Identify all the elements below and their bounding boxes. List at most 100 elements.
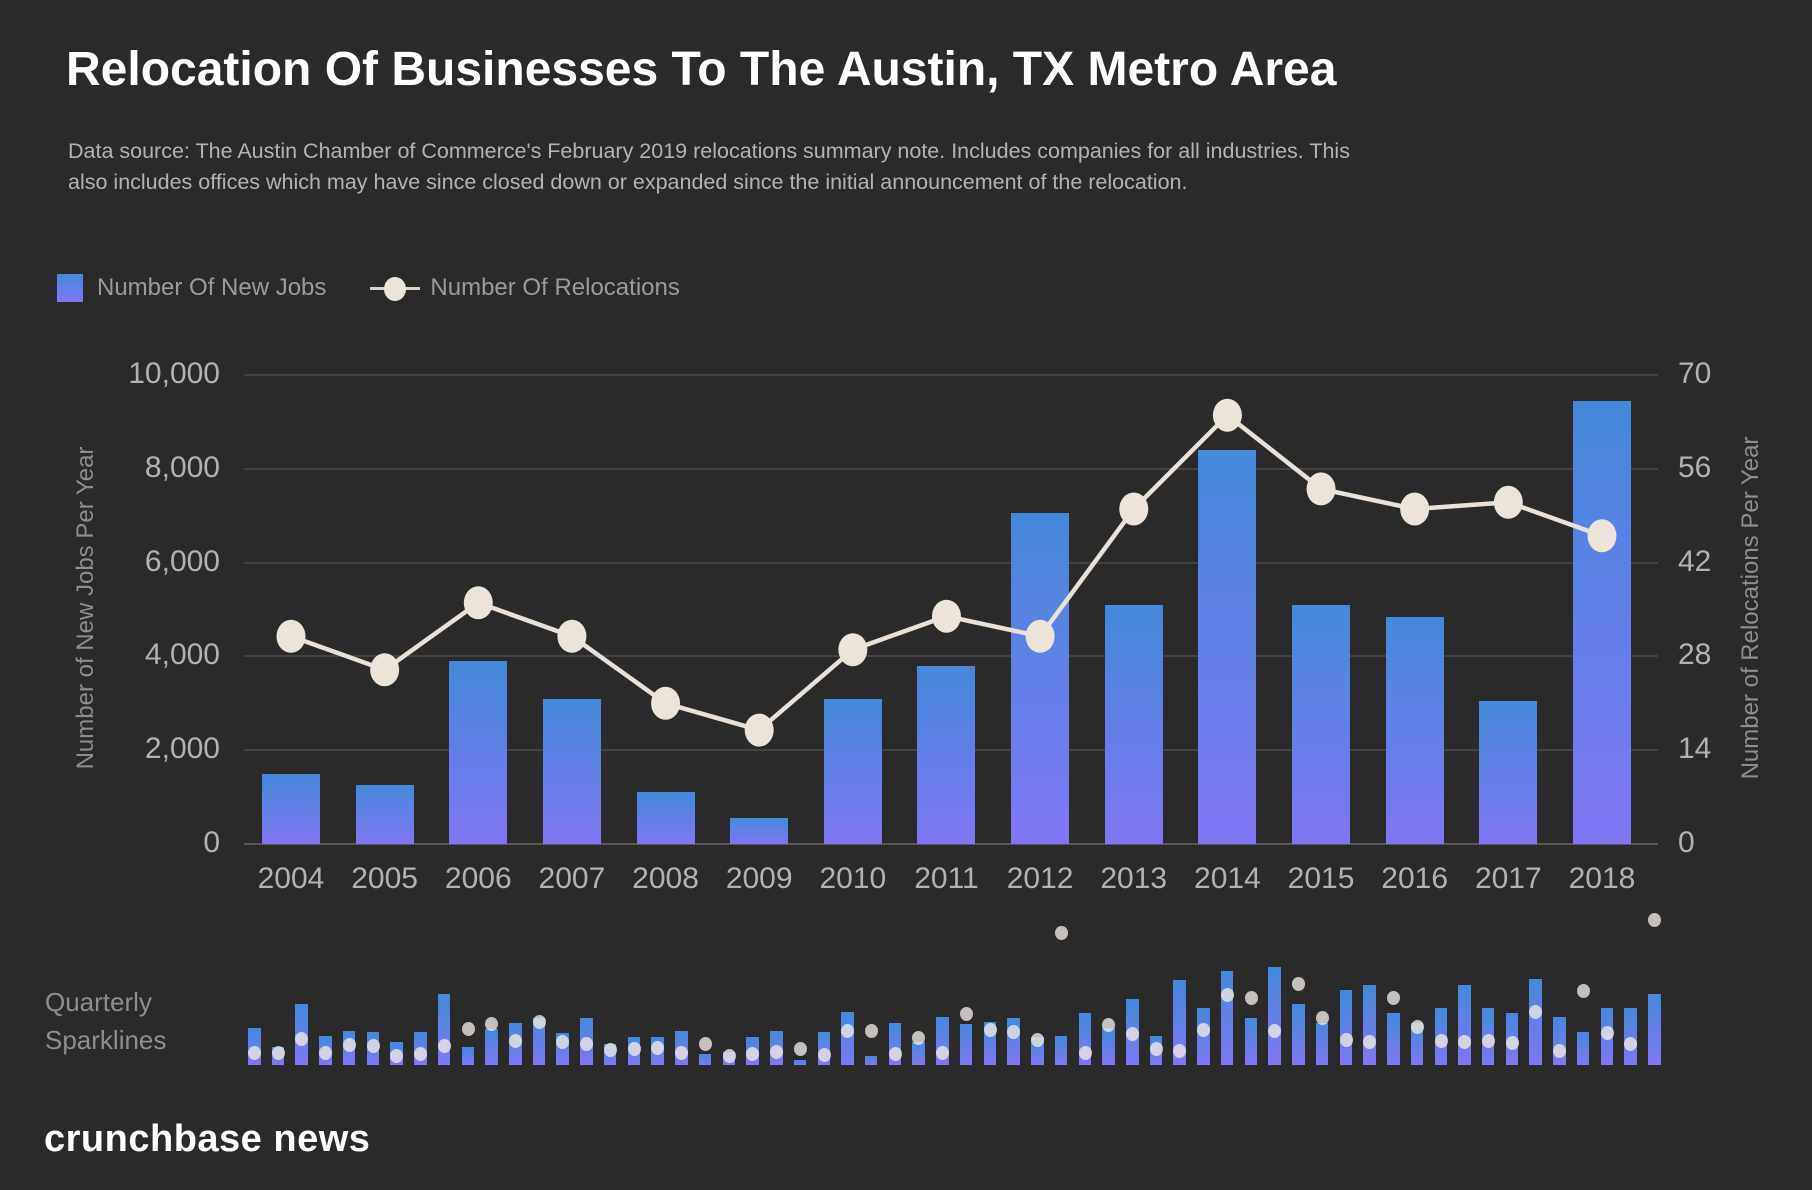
sparkline-dot-2013-q4 (1173, 1044, 1187, 1058)
gridline-0 (244, 843, 1658, 845)
sparkline-bar-2007-q1 (532, 1018, 546, 1065)
left-axis-tick-6,000: 6,000 (144, 544, 220, 578)
sparkline-bar-2018-q1 (1576, 1032, 1590, 1065)
sparkline-dot-2012-q1 (1007, 1025, 1021, 1039)
sparkline-dot-2015-q1 (1292, 977, 1306, 991)
sparkline-dot-2010-q4 (888, 1047, 902, 1061)
sparkline-dot-2009-q2 (746, 1047, 760, 1061)
crunchbase-news-logo: crunchbase news (44, 1118, 371, 1160)
x-axis-label-2016: 2016 (1381, 862, 1449, 895)
sparkline-dot-2011-q3 (959, 1007, 973, 1021)
x-axis-label-2012: 2012 (1006, 862, 1074, 895)
sparkline-bar-2012-q3 (1054, 1036, 1068, 1065)
chart-legend: Number Of New Jobs Number Of Relocations (57, 274, 680, 302)
sparkline-bar-2015-q4 (1363, 985, 1376, 1065)
new-jobs-bar-2011 (917, 665, 976, 844)
sparkline-dot-2004-q3 (295, 1032, 309, 1046)
right-axis-tick-42: 42 (1678, 544, 1712, 578)
gridline-6,000 (244, 561, 1658, 564)
sparkline-dot-2013-q2 (1126, 1027, 1139, 1041)
sparkline-dot-2007-q2 (556, 1035, 570, 1049)
sparkline-dot-2007-q3 (580, 1037, 594, 1051)
sparkline-dot-2012-q2 (1031, 1033, 1045, 1047)
sparkline-bar-2014-q2 (1220, 971, 1234, 1065)
sparkline-bar-2015-q3 (1339, 990, 1353, 1065)
sparkline-dot-2009-q1 (722, 1049, 736, 1063)
new-jobs-bar-2016 (1385, 616, 1444, 844)
new-jobs-bar-2007 (542, 698, 601, 844)
sparkline-dot-2015-q4 (1363, 1035, 1377, 1049)
relocations-point-2007 (557, 619, 587, 653)
new-jobs-bar-2006 (449, 661, 508, 844)
sparkline-bar-2014-q4 (1268, 967, 1281, 1065)
sparkline-bar-2006-q2 (461, 1047, 475, 1065)
sparkline-bar-2009-q4 (793, 1060, 807, 1065)
sparkline-bar-2006-q1 (437, 994, 451, 1065)
left-axis-tick-2,000: 2,000 (144, 732, 220, 766)
relocations-point-2018 (1587, 519, 1617, 553)
x-axis-label-2005: 2005 (351, 862, 418, 895)
sparkline-bar-2016-q1 (1387, 1013, 1400, 1065)
sparkline-dot-2006-q2 (461, 1022, 475, 1036)
x-axis-label-2009: 2009 (725, 862, 793, 895)
sparkline-dot-2018-q1 (1576, 984, 1590, 998)
sparkline-dot-2006-q1 (437, 1039, 451, 1053)
x-axis-label-2015: 2015 (1287, 862, 1355, 895)
jobs-legend-label: Number Of New Jobs (97, 274, 327, 301)
page-title: Relocation Of Businesses To The Austin, … (66, 43, 1337, 96)
gridline-8,000 (244, 467, 1658, 470)
relocations-legend-marker-icon (370, 274, 421, 302)
left-axis-tick-8,000: 8,000 (144, 450, 220, 484)
sparkline-dot-2018-q4 (1648, 913, 1662, 927)
sparkline-bar-2013-q1 (1102, 1028, 1115, 1065)
x-axis-label-2013: 2013 (1100, 862, 1168, 895)
sparkline-dot-2009-q4 (793, 1042, 807, 1056)
relocations-point-2013 (1119, 492, 1149, 526)
sparkline-dot-2017-q1 (1481, 1034, 1495, 1048)
relocations-line-series (276, 398, 1617, 747)
x-axis-label-2007: 2007 (538, 862, 606, 895)
relocations-point-2014 (1212, 398, 1242, 432)
sparkline-dot-2014-q3 (1244, 991, 1258, 1005)
sparkline-dot-2017-q4 (1553, 1044, 1567, 1058)
sparkline-dot-2008-q1 (627, 1042, 641, 1056)
sparkline-dot-2015-q2 (1315, 1011, 1329, 1025)
new-jobs-bar-2017 (1479, 700, 1538, 844)
sparkline-dot-2011-q4 (983, 1023, 997, 1037)
sparkline-bar-2016-q4 (1458, 985, 1471, 1065)
sparkline-dot-2007-q4 (603, 1043, 617, 1057)
relocations-legend-label: Number Of Relocations (430, 274, 680, 301)
relocations-point-2005 (370, 653, 400, 687)
relocations-point-2011 (931, 599, 961, 633)
x-axis-label-2014: 2014 (1194, 862, 1261, 895)
relocations-point-2015 (1306, 472, 1336, 506)
right-axis-title: Number of Relocations Per Year (1737, 436, 1764, 780)
relocations-point-2012 (1025, 619, 1055, 653)
x-axis-label-2004: 2004 (257, 862, 325, 895)
sparkline-dot-2015-q3 (1339, 1033, 1353, 1047)
sparkline-bar-2008-q4 (698, 1054, 712, 1065)
sparkline-dot-2011-q2 (936, 1046, 950, 1060)
new-jobs-bar-2008 (636, 792, 695, 844)
sparkline-dot-2014-q1 (1197, 1023, 1211, 1037)
relocations-point-2017 (1493, 485, 1523, 519)
sparkline-bar-2015-q1 (1292, 1004, 1305, 1065)
relocations-line (290, 412, 1603, 733)
x-axis-label-2006: 2006 (444, 862, 512, 895)
relocations-point-2004 (276, 619, 306, 653)
left-axis-tick-0: 0 (203, 826, 220, 859)
sparklines-label-line1: Quarterly (45, 987, 152, 1017)
page-subtitle-line2: also includes offices which may have sin… (68, 170, 1188, 194)
sparkline-dot-2011-q1 (912, 1031, 926, 1045)
jobs-legend-swatch-icon (57, 274, 83, 302)
new-jobs-bar-2004 (262, 773, 320, 844)
sparkline-dot-2005-q1 (342, 1038, 356, 1052)
gridline-10,000 (244, 374, 1658, 376)
sparkline-dot-2005-q4 (414, 1047, 428, 1061)
right-axis-tick-28: 28 (1678, 638, 1712, 672)
right-axis-tick-0: 0 (1678, 826, 1695, 859)
sparkline-dot-2012-q3 (1054, 926, 1068, 940)
sparkline-bar-2013-q4 (1173, 980, 1186, 1065)
sparkline-dot-2004-q1 (248, 1046, 261, 1060)
new-jobs-bar-2018 (1572, 400, 1631, 844)
